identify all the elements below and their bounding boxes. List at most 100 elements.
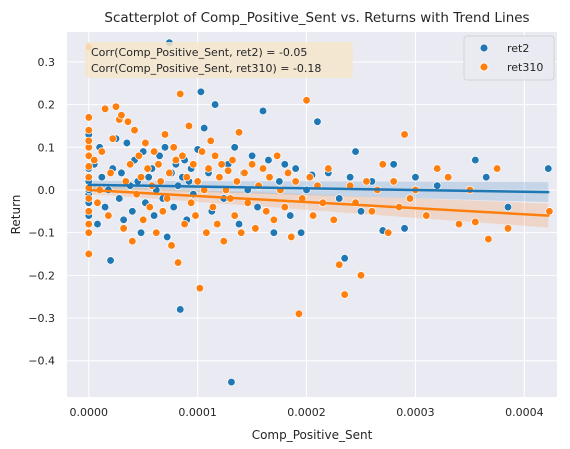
point-ret310 <box>258 164 268 173</box>
point-ret310 <box>130 126 139 135</box>
point-ret2 <box>286 211 295 220</box>
y-tick-label: −0.3 <box>28 312 55 325</box>
point-ret310 <box>84 151 93 160</box>
point-ret2 <box>122 138 132 148</box>
x-axis-label: Comp_Positive_Sent <box>252 428 373 442</box>
point-ret310 <box>156 177 165 186</box>
point-ret2 <box>275 177 284 186</box>
point-ret310 <box>180 219 189 229</box>
point-ret2 <box>433 181 442 190</box>
point-ret2 <box>482 172 491 182</box>
point-ret310 <box>433 164 442 173</box>
point-ret310 <box>283 168 293 178</box>
point-ret310 <box>269 215 279 224</box>
x-tick-label: 0.0004 <box>505 406 544 419</box>
point-ret310 <box>422 211 431 220</box>
point-ret310 <box>234 128 244 137</box>
point-ret310 <box>134 151 144 160</box>
point-ret310 <box>405 194 415 203</box>
point-ret2 <box>97 172 106 182</box>
point-ret310 <box>154 160 163 169</box>
point-ret310 <box>84 172 93 182</box>
point-ret2 <box>149 211 159 220</box>
point-ret310 <box>443 172 453 182</box>
point-ret310 <box>123 117 133 126</box>
point-ret310 <box>141 138 150 148</box>
legend: ret2 ret310 <box>463 35 555 81</box>
point-ret310 <box>210 151 220 160</box>
point-ret2 <box>106 256 115 265</box>
point-ret310 <box>384 228 393 237</box>
point-ret2 <box>247 151 257 160</box>
point-ret2 <box>196 87 206 96</box>
point-ret310 <box>84 194 93 203</box>
y-tick-label: −0.4 <box>28 355 55 368</box>
point-ret310 <box>308 211 318 220</box>
point-ret2 <box>119 215 128 224</box>
point-ret2 <box>160 143 170 152</box>
point-ret310 <box>356 271 366 280</box>
point-ret310 <box>104 211 113 220</box>
point-ret310 <box>84 249 93 259</box>
x-tick-label: 0.0000 <box>70 406 109 419</box>
point-ret2 <box>210 100 220 109</box>
legend-label-ret310: ret310 <box>507 61 543 74</box>
point-ret2 <box>100 202 110 212</box>
point-ret310 <box>193 177 202 186</box>
y-tick-label: 0.3 <box>38 56 56 69</box>
point-ret310 <box>176 89 185 99</box>
point-ret310 <box>217 160 226 169</box>
point-ret310 <box>335 260 344 269</box>
x-tick-label: 0.0001 <box>178 406 217 419</box>
point-ret310 <box>178 151 187 160</box>
point-ret310 <box>215 172 224 182</box>
point-ret310 <box>454 219 464 229</box>
point-ret310 <box>213 219 222 229</box>
point-ret310 <box>195 283 204 293</box>
point-ret2 <box>155 151 164 160</box>
point-ret2 <box>93 219 102 229</box>
y-axis-label: Return <box>9 195 23 235</box>
point-ret310 <box>119 224 128 233</box>
point-ret2 <box>234 219 244 229</box>
chart-title: Scatterplot of Comp_Positive_Sent vs. Re… <box>104 10 529 26</box>
point-ret2 <box>544 164 553 173</box>
point-ret310 <box>189 160 198 169</box>
point-ret310 <box>247 160 257 169</box>
point-ret310 <box>84 207 93 216</box>
legend-marker-ret310 <box>479 62 489 72</box>
annotation-line-ret310: Corr(Comp_Positive_Sent, ret310) = -0.18 <box>91 62 321 75</box>
point-ret2 <box>356 207 366 216</box>
point-ret310 <box>202 228 211 237</box>
trend-line-ret2 <box>87 183 550 194</box>
point-ret310 <box>389 177 398 186</box>
point-ret310 <box>362 177 371 186</box>
y-tick-label: 0.2 <box>38 99 56 112</box>
point-ret310 <box>97 147 106 156</box>
point-ret310 <box>163 194 172 203</box>
point-ret310 <box>197 147 207 156</box>
point-ret2 <box>258 106 268 116</box>
point-ret310 <box>378 160 387 169</box>
point-ret310 <box>191 211 200 220</box>
point-ret310 <box>136 172 146 182</box>
point-ret310 <box>206 136 215 146</box>
point-ret310 <box>503 224 513 233</box>
point-ret310 <box>182 172 191 182</box>
point-ret310 <box>84 113 93 122</box>
point-ret2 <box>296 228 306 237</box>
point-ret310 <box>492 164 502 173</box>
point-ret310 <box>204 164 213 173</box>
point-ret310 <box>273 151 282 160</box>
point-ret310 <box>158 207 167 216</box>
point-ret2 <box>400 224 409 233</box>
point-ret310 <box>84 126 93 135</box>
trend-line-ret310 <box>87 188 550 217</box>
point-ret2 <box>269 228 279 237</box>
point-ret310 <box>171 155 181 165</box>
point-ret310 <box>224 166 233 175</box>
point-ret310 <box>145 202 154 212</box>
point-ret310 <box>143 164 152 173</box>
data-points <box>84 38 554 387</box>
trend-lines <box>87 183 550 217</box>
